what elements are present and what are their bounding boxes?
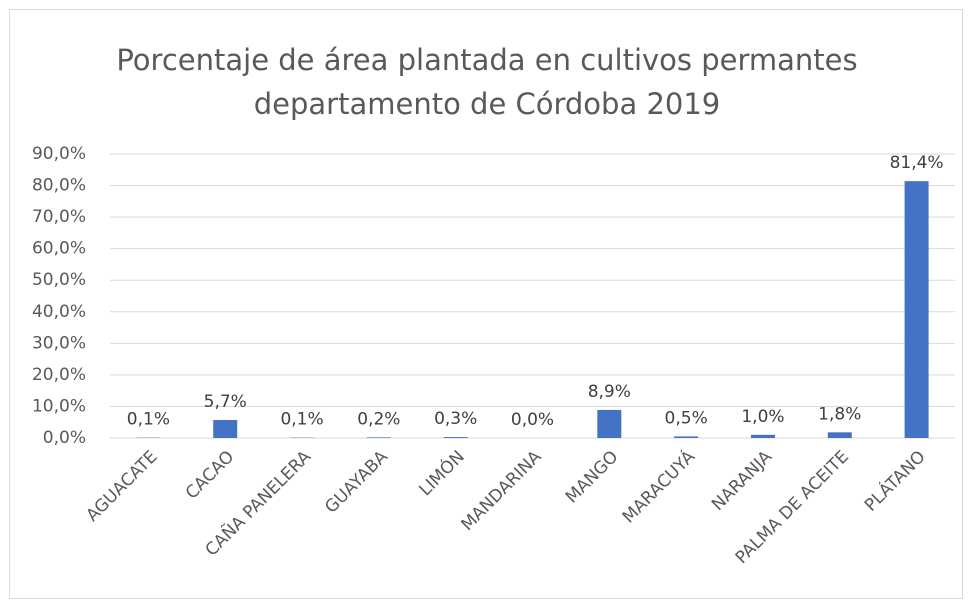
bar bbox=[674, 436, 699, 438]
bar bbox=[827, 432, 852, 438]
data-label: 1,0% bbox=[741, 407, 784, 427]
x-tick-label: MANDARINA bbox=[457, 447, 545, 535]
x-tick-label: LIMÓN bbox=[414, 446, 469, 501]
bar bbox=[366, 437, 391, 438]
bar bbox=[904, 181, 929, 439]
y-tick-label: 90,0% bbox=[32, 144, 86, 164]
y-tick-label: 40,0% bbox=[32, 302, 86, 322]
chart-border bbox=[9, 9, 963, 599]
x-tick-label: NARANJA bbox=[708, 447, 776, 515]
data-label: 0,1% bbox=[280, 410, 323, 430]
data-label: 1,8% bbox=[818, 404, 861, 424]
y-tick-label: 80,0% bbox=[32, 176, 86, 196]
x-tick-label: AGUACATE bbox=[83, 447, 162, 526]
data-label: 8,9% bbox=[588, 382, 631, 402]
bar bbox=[213, 420, 238, 438]
y-tick-label: 20,0% bbox=[32, 365, 86, 385]
chart-title: Porcentaje de área plantada en cultivos … bbox=[116, 43, 858, 121]
data-label: 0,2% bbox=[357, 409, 400, 429]
y-tick-label: 50,0% bbox=[32, 270, 86, 290]
y-tick-label: 70,0% bbox=[32, 207, 86, 227]
y-tick-label: 60,0% bbox=[32, 239, 86, 259]
y-tick-label: 0,0% bbox=[43, 428, 86, 448]
bar bbox=[443, 437, 468, 438]
bar bbox=[597, 409, 622, 438]
data-label: 0,0% bbox=[511, 410, 554, 430]
y-tick-label: 30,0% bbox=[32, 333, 86, 353]
data-label: 5,7% bbox=[204, 392, 247, 412]
x-tick-label: MANGO bbox=[562, 447, 623, 508]
bar bbox=[750, 434, 775, 438]
x-tick-label: MARACUYÁ bbox=[617, 445, 699, 527]
data-label: 81,4% bbox=[890, 153, 944, 173]
x-tick-label: GUAYABA bbox=[321, 447, 392, 518]
x-tick-label: PLÁTANO bbox=[860, 446, 930, 516]
data-label: 0,1% bbox=[127, 410, 170, 430]
data-label: 0,5% bbox=[665, 408, 708, 428]
x-tick-label: CACAO bbox=[182, 447, 238, 503]
data-label: 0,3% bbox=[434, 409, 477, 429]
y-tick-label: 10,0% bbox=[32, 396, 86, 416]
